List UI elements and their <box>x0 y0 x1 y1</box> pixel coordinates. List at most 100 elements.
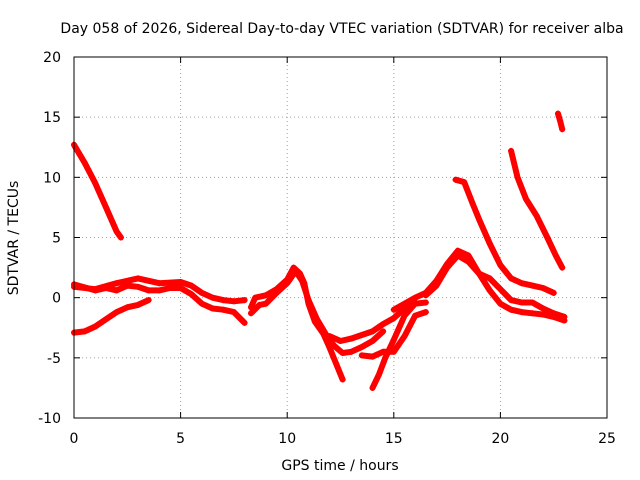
data-point <box>529 310 536 317</box>
data-point <box>554 110 561 117</box>
data-point <box>476 270 483 277</box>
data-point <box>433 282 440 289</box>
data-point <box>102 316 109 323</box>
data-point <box>156 287 163 294</box>
data-point <box>230 309 237 316</box>
data-point <box>461 179 468 186</box>
data-point <box>209 294 216 301</box>
data-point <box>230 298 237 305</box>
data-point <box>559 264 566 271</box>
series-trace-3 <box>71 275 248 305</box>
chart-title: Day 058 of 2026, Sidereal Day-to-day VTE… <box>60 21 623 37</box>
data-point <box>102 204 109 211</box>
data-point <box>412 300 419 307</box>
data-point <box>331 342 338 349</box>
data-point <box>358 331 365 338</box>
data-point <box>518 299 525 306</box>
data-point <box>220 297 227 304</box>
data-point <box>540 285 547 292</box>
data-point <box>326 333 333 340</box>
data-point <box>533 212 540 219</box>
data-point <box>508 275 515 282</box>
data-point <box>209 305 216 312</box>
data-point <box>401 333 408 340</box>
data-point <box>292 268 299 275</box>
data-point <box>369 337 376 344</box>
data-point <box>339 350 346 357</box>
data-point <box>92 180 99 187</box>
data-point <box>518 280 525 287</box>
series-trace-9 <box>358 309 429 360</box>
data-point <box>550 310 557 317</box>
data-point <box>188 291 195 298</box>
x-tick-label: 5 <box>176 431 185 447</box>
data-point <box>401 312 408 319</box>
data-point <box>348 335 355 342</box>
data-point <box>476 216 483 223</box>
data-point <box>518 309 525 316</box>
data-point <box>134 283 141 290</box>
data-point <box>486 275 493 282</box>
data-point <box>550 289 557 296</box>
data-point <box>529 282 536 289</box>
data-point <box>369 384 376 391</box>
data-point <box>454 252 461 259</box>
data-point <box>81 328 88 335</box>
series-trace-11 <box>422 252 568 320</box>
y-tick-label: 10 <box>43 170 61 186</box>
data-point <box>401 300 408 307</box>
data-point <box>198 289 205 296</box>
data-point <box>390 348 397 355</box>
data-point <box>177 279 184 286</box>
y-tick-label: -10 <box>38 411 61 427</box>
data-point <box>508 147 515 154</box>
series-trace <box>248 268 387 356</box>
data-point <box>552 252 559 259</box>
data-point <box>348 348 355 355</box>
series-trace <box>71 281 248 326</box>
data-point <box>369 328 376 335</box>
data-point <box>252 294 259 301</box>
data-point <box>508 297 515 304</box>
data-point <box>305 297 312 304</box>
y-tick-labels: -10 -5 0 5 10 15 20 <box>38 50 61 427</box>
data-point <box>382 354 389 361</box>
plot-frame <box>73 56 608 419</box>
x-axis-label: GPS time / hours <box>281 458 398 474</box>
data-point <box>422 309 429 316</box>
data-point <box>102 285 109 292</box>
data-point <box>198 300 205 307</box>
data-point <box>559 126 566 133</box>
data-point <box>113 287 120 294</box>
data-point <box>241 319 248 326</box>
data-point <box>124 282 131 289</box>
data-point <box>92 323 99 330</box>
series-trace-4 <box>71 281 248 326</box>
data-point <box>486 240 493 247</box>
data-point <box>326 345 333 352</box>
series-trace-1 <box>71 141 124 241</box>
data-point <box>145 287 152 294</box>
data-point <box>339 376 346 383</box>
data-layer <box>71 110 568 391</box>
series-trace-2 <box>71 297 152 336</box>
data-point <box>337 337 344 344</box>
data-point <box>540 311 547 318</box>
y-tick-label: -5 <box>47 351 61 367</box>
data-point <box>113 228 120 235</box>
data-point <box>156 280 163 287</box>
data-point <box>314 316 321 323</box>
data-point <box>380 328 387 335</box>
data-point <box>422 292 429 299</box>
data-point <box>247 310 254 317</box>
data-point <box>497 262 504 269</box>
data-point <box>134 275 141 282</box>
data-point <box>452 176 459 183</box>
y-tick-label: 15 <box>43 110 61 126</box>
data-point <box>145 297 152 304</box>
series-trace-6 <box>247 268 387 357</box>
series-trace-8 <box>369 299 429 391</box>
series-trace <box>71 141 124 241</box>
data-point <box>92 287 99 294</box>
